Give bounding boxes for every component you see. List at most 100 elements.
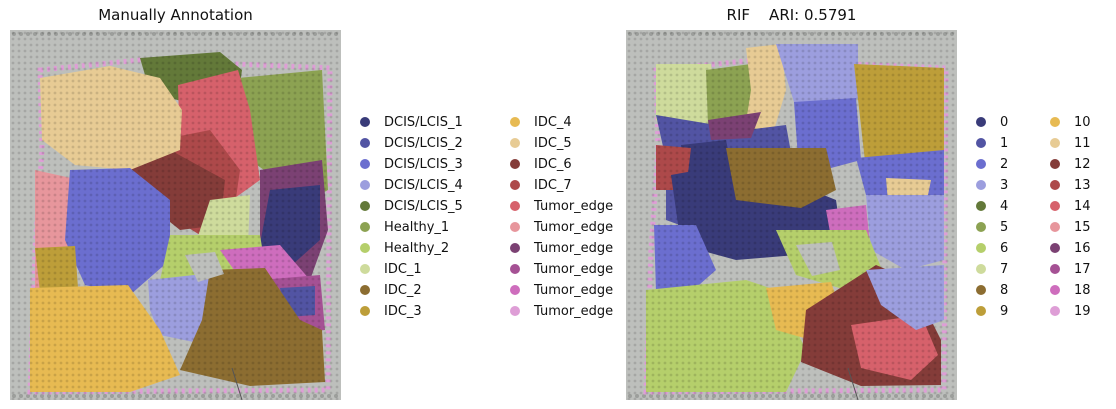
legend-label: 15 — [1074, 219, 1091, 235]
legend-swatch — [976, 201, 986, 211]
legend-label: 12 — [1074, 156, 1091, 172]
legend-swatch — [360, 285, 370, 295]
legend-item: Tumor_edge — [510, 280, 613, 300]
legend-label: 1 — [1000, 135, 1009, 151]
legend-label: 6 — [1000, 240, 1009, 256]
legend-swatch — [1050, 201, 1060, 211]
legend-label: 0 — [1000, 114, 1009, 130]
legend-item: 18 — [1050, 280, 1091, 300]
legend-label: 7 — [1000, 261, 1009, 277]
legend-label: Tumor_edge — [534, 282, 614, 298]
legend-item: 11 — [1050, 133, 1091, 153]
legend-item: IDC_4 — [510, 112, 572, 132]
legend-swatch — [360, 243, 370, 253]
legend-swatch — [510, 159, 520, 169]
legend-label: DCIS/LCIS_1 — [384, 114, 463, 130]
legend-label: 19 — [1074, 303, 1091, 319]
legend-swatch — [510, 285, 520, 295]
legend-label: Tumor_edge — [534, 261, 614, 277]
legend-swatch — [1050, 306, 1060, 316]
legend-item: 17 — [1050, 259, 1091, 279]
tissue-crack-line — [847, 367, 859, 400]
legend-item: DCIS/LCIS_5 — [360, 196, 463, 216]
legend-item: Healthy_2 — [360, 238, 449, 258]
legend-swatch — [1050, 285, 1060, 295]
legend-swatch — [976, 180, 986, 190]
legend-item: 15 — [1050, 217, 1091, 237]
legend-swatch — [510, 264, 520, 274]
legend-swatch — [976, 117, 986, 127]
legend-label: Tumor_edge — [534, 219, 614, 235]
legend-item: 3 — [976, 175, 1008, 195]
legend-item: IDC_3 — [360, 301, 422, 321]
legend-label: 16 — [1074, 240, 1091, 256]
legend-label: Healthy_2 — [384, 240, 450, 256]
right-panel-title: RIF ARI: 0.5791 — [726, 6, 857, 24]
legend-label: Tumor_edge — [534, 198, 614, 214]
legend-swatch — [510, 180, 520, 190]
legend-item: Tumor_edge — [510, 238, 613, 258]
legend-item: 0 — [976, 112, 1008, 132]
legend-swatch — [360, 201, 370, 211]
legend-item: IDC_2 — [360, 280, 422, 300]
legend-swatch — [976, 159, 986, 169]
legend-swatch — [510, 306, 520, 316]
legend-item: DCIS/LCIS_4 — [360, 175, 463, 195]
legend-swatch — [976, 285, 986, 295]
legend-item: Tumor_edge — [510, 259, 613, 279]
legend-swatch — [510, 222, 520, 232]
legend-label: Tumor_edge — [534, 240, 614, 256]
legend-label: Tumor_edge — [534, 303, 614, 319]
legend-swatch — [976, 243, 986, 253]
legend-item: DCIS/LCIS_2 — [360, 133, 463, 153]
legend-label: 18 — [1074, 282, 1091, 298]
legend-item: 6 — [976, 238, 1008, 258]
legend-label: 13 — [1074, 177, 1091, 193]
legend-label: IDC_4 — [534, 114, 572, 130]
legend-item: DCIS/LCIS_3 — [360, 154, 463, 174]
annotation-legend: DCIS/LCIS_1 DCIS/LCIS_2 DCIS/LCIS_3 DCIS/LC… — [360, 112, 626, 322]
legend-label: 3 — [1000, 177, 1009, 193]
legend-label: 14 — [1074, 198, 1091, 214]
legend-swatch — [1050, 222, 1060, 232]
spot-grid-overlay — [10, 30, 341, 400]
legend-label: 17 — [1074, 261, 1091, 277]
legend-swatch — [1050, 138, 1060, 148]
legend-swatch — [360, 180, 370, 190]
legend-label: IDC_5 — [534, 135, 572, 151]
manual-annotation-tissue-image — [10, 30, 341, 400]
legend-swatch — [1050, 264, 1060, 274]
legend-item: IDC_6 — [510, 154, 572, 174]
legend-label: 5 — [1000, 219, 1009, 235]
legend-item: 7 — [976, 259, 1008, 279]
legend-item: Healthy_1 — [360, 217, 449, 237]
cluster-legend: 0 1 2 3 4 5 6 7 8 9 10 11 12 13 14 15 16 17 18 19 — [976, 112, 1112, 322]
spot-grid-overlay — [626, 30, 957, 400]
legend-label: IDC_1 — [384, 261, 422, 277]
tissue-crack-line — [231, 367, 243, 400]
legend-swatch — [360, 138, 370, 148]
legend-swatch — [510, 243, 520, 253]
legend-swatch — [1050, 159, 1060, 169]
legend-item: 5 — [976, 217, 1008, 237]
left-panel-title: Manually Annotation — [98, 6, 253, 24]
legend-item: 10 — [1050, 112, 1091, 132]
legend-swatch — [1050, 243, 1060, 253]
legend-swatch — [510, 201, 520, 211]
legend-item: 12 — [1050, 154, 1091, 174]
legend-label: 11 — [1074, 135, 1091, 151]
legend-label: 4 — [1000, 198, 1009, 214]
rif-clustering-tissue-image — [626, 30, 957, 400]
legend-item: Tumor_edge — [510, 196, 613, 216]
legend-label: DCIS/LCIS_5 — [384, 198, 463, 214]
legend-swatch — [976, 222, 986, 232]
legend-swatch — [510, 138, 520, 148]
legend-label: DCIS/LCIS_4 — [384, 177, 463, 193]
legend-item: 16 — [1050, 238, 1091, 258]
legend-item: IDC_1 — [360, 259, 422, 279]
legend-item: 14 — [1050, 196, 1091, 216]
legend-swatch — [1050, 117, 1060, 127]
legend-label: IDC_6 — [534, 156, 572, 172]
legend-swatch — [360, 264, 370, 274]
legend-item: Tumor_edge — [510, 217, 613, 237]
